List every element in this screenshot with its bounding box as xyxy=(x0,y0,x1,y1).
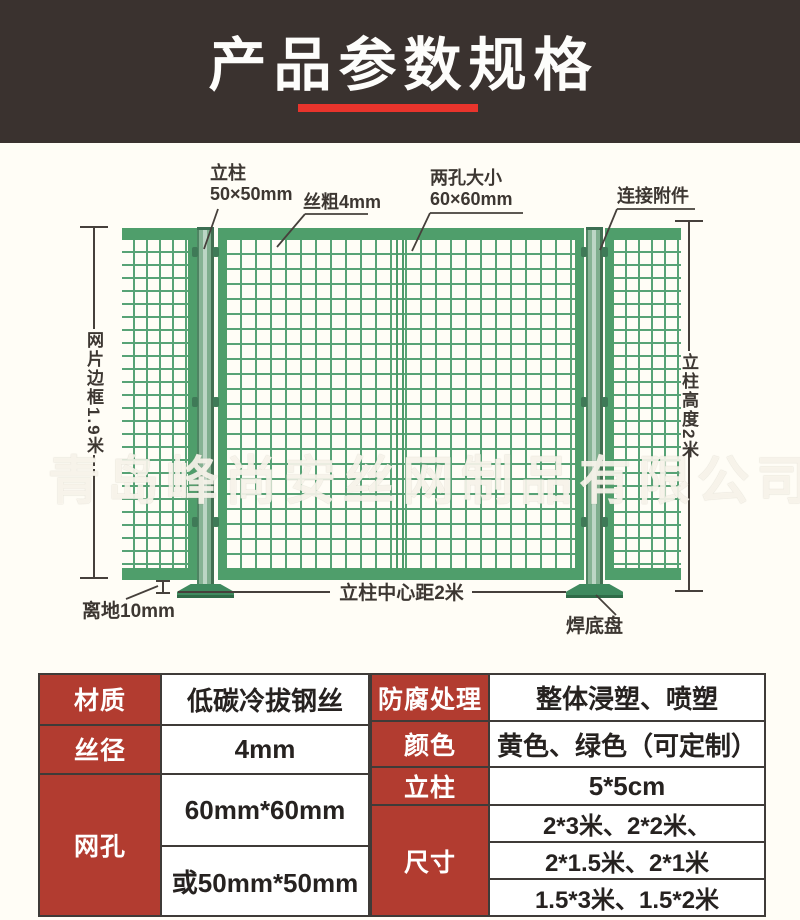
spec-label-material: 材质 xyxy=(38,673,162,726)
spec-label-color: 颜色 xyxy=(370,720,490,768)
spec-value-mesh-hole-2: 或50mm*50mm xyxy=(160,845,370,917)
spec-table-left: 材质 低碳冷拔钢丝 丝径 4mm 网孔 60mm*60mm 或50mm*50mm xyxy=(38,673,370,917)
leader-base-plate xyxy=(595,594,617,616)
leader-wire-label xyxy=(276,213,368,248)
spec-label-post: 立柱 xyxy=(370,766,490,806)
table-row: 2*1.5米、2*1米 xyxy=(371,841,766,880)
annotation-post: 立柱 50×50mm xyxy=(210,163,293,205)
leader-ground-gap xyxy=(125,585,159,600)
fence-post-right xyxy=(586,227,603,593)
spec-value-post: 5*5cm xyxy=(488,766,766,806)
annotation-connector: 连接附件 xyxy=(617,186,689,206)
clamp-icon xyxy=(213,517,219,527)
annotation-post-size: 50×50mm xyxy=(210,184,293,204)
annotation-base-plate: 焊底盘 xyxy=(566,616,624,637)
table-row: 1.5*3米、1.5*2米 xyxy=(371,878,766,917)
annotation-ground-gap: 离地10mm xyxy=(82,601,175,622)
clamp-icon xyxy=(192,247,198,257)
annotation-hole-size: 60×60mm xyxy=(430,189,513,209)
table-row: 网孔 60mm*60mm xyxy=(38,773,370,917)
fence-panel-right xyxy=(605,228,681,580)
spec-label-mesh-hole: 网孔 xyxy=(38,773,162,917)
title-underline-accent xyxy=(298,104,478,112)
leader-hole-label xyxy=(411,212,523,252)
clamp-icon xyxy=(213,397,219,407)
annotation-post-name: 立柱 xyxy=(210,163,246,183)
mesh-grid-left xyxy=(122,240,188,568)
dimension-lines xyxy=(80,208,703,616)
spec-label-anticorrosion: 防腐处理 xyxy=(370,673,490,722)
table-row: 或50mm*50mm xyxy=(39,845,370,917)
clamp-icon xyxy=(192,397,198,407)
leader-connector-label xyxy=(599,208,695,251)
fence-diagram: 立柱 50×50mm 丝粗4mm 两孔大小 60×60mm 连接附件 网片边框1… xyxy=(0,143,800,670)
spec-value-color: 黄色、绿色（可定制） xyxy=(488,720,766,768)
spec-value-wire-diameter: 4mm xyxy=(160,723,370,776)
ground-gap-bracket xyxy=(156,580,170,594)
clamp-icon xyxy=(213,247,219,257)
clamp-icon xyxy=(602,517,608,527)
clamp-icon xyxy=(602,247,608,257)
clamp-icon xyxy=(192,517,198,527)
spec-table-right: 防腐处理 整体浸塑、喷塑 颜色 黄色、绿色（可定制） 立柱 5*5cm 尺寸 2… xyxy=(370,673,766,917)
annotation-hole: 两孔大小 60×60mm xyxy=(430,168,513,210)
spec-value-material: 低碳冷拔钢丝 xyxy=(160,673,370,726)
fence-post-left xyxy=(197,227,214,593)
annotation-hole-name: 两孔大小 xyxy=(430,168,502,188)
annotation-wire: 丝粗4mm xyxy=(303,192,382,212)
clamp-icon xyxy=(602,397,608,407)
table-row: 颜色 黄色、绿色（可定制） xyxy=(370,720,766,768)
spec-label-wire-diameter: 丝径 xyxy=(38,723,162,776)
base-plate-right xyxy=(566,584,623,598)
annotation-mesh-frame-height: 网片边框1.9米 xyxy=(84,331,103,456)
annotation-post-height: 立柱高度2米 xyxy=(679,353,698,460)
page-title: 产品参数规格 xyxy=(208,33,599,98)
panel-joint-divider xyxy=(396,240,404,568)
table-row: 材质 低碳冷拔钢丝 xyxy=(38,673,370,726)
table-row: 丝径 4mm xyxy=(38,723,370,776)
fence-panel-center xyxy=(218,228,584,580)
header-banner: 产品参数规格 xyxy=(0,0,800,143)
spec-label-size: 尺寸 xyxy=(370,804,490,917)
spec-value-size-3: 1.5*3米、1.5*2米 xyxy=(488,878,766,917)
spec-value-mesh-hole-1: 60mm*60mm xyxy=(160,773,370,848)
table-row: 防腐处理 整体浸塑、喷塑 xyxy=(370,673,766,722)
spec-value-size-1: 2*3米、2*2米、 xyxy=(488,804,766,843)
annotation-center-distance: 立柱中心距2米 xyxy=(339,583,464,604)
spec-value-anticorrosion: 整体浸塑、喷塑 xyxy=(488,673,766,722)
clamp-icon xyxy=(581,517,587,527)
leader-post-label xyxy=(203,208,219,250)
spec-tables: 材质 低碳冷拔钢丝 丝径 4mm 网孔 60mm*60mm 或50mm*50mm… xyxy=(38,673,766,917)
spec-value-size-2: 2*1.5米、2*1米 xyxy=(488,841,766,880)
table-row: 尺寸 2*3米、2*2米、 xyxy=(370,804,766,917)
clamp-icon xyxy=(581,397,587,407)
mesh-grid-right xyxy=(614,240,681,568)
clamp-icon xyxy=(581,247,587,257)
table-row: 立柱 5*5cm xyxy=(370,766,766,806)
